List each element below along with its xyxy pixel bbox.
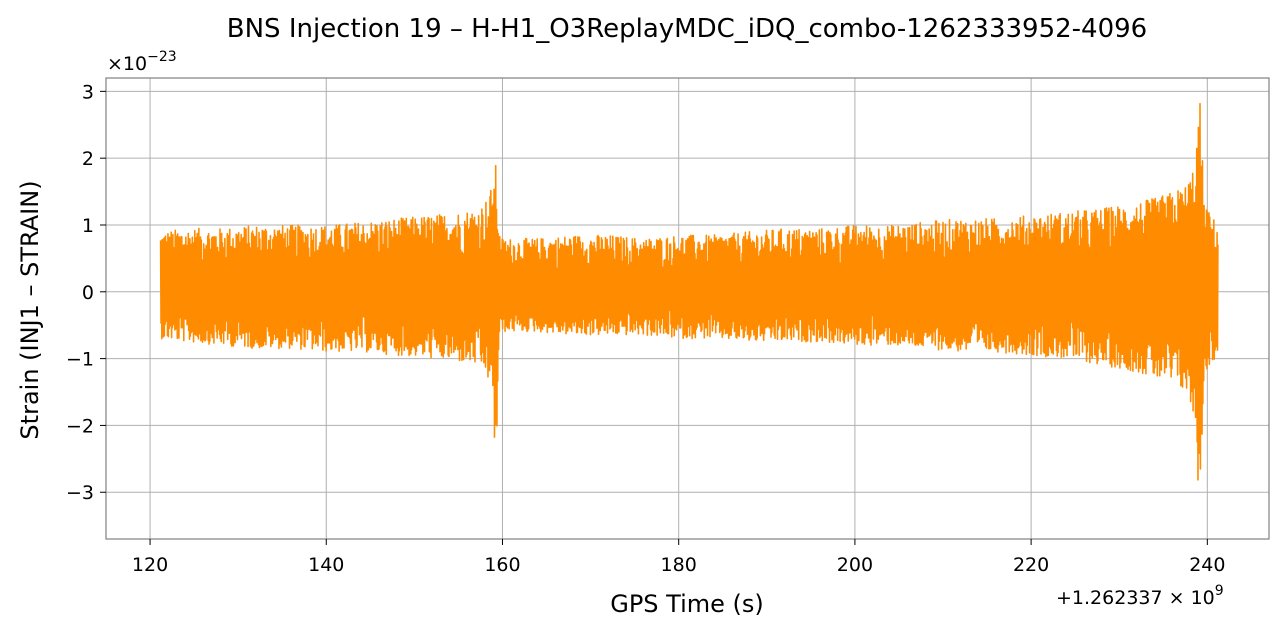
x-offset-label-base: +1.262337 × 10: [1056, 587, 1215, 609]
y-axis-title: Strain (INJ1 – STRAIN): [16, 180, 44, 439]
x-offset-label-exp: 9: [1215, 583, 1224, 599]
y-scale-label-exp: −23: [147, 49, 177, 65]
x-tick-label: 140: [308, 554, 344, 576]
y-scale-label-base: ×10: [107, 53, 147, 75]
y-tick-label: −2: [66, 415, 94, 437]
y-tick-label: −1: [66, 349, 94, 371]
x-tick-label: 200: [837, 554, 873, 576]
axis-ticks: 120 140 160 180 200 220 240 −3 −2 −1 0 1 2 3: [66, 81, 1225, 576]
y-tick-label: 1: [82, 215, 94, 237]
x-tick-label: 240: [1189, 554, 1225, 576]
y-tick-label: 0: [82, 282, 94, 304]
x-tick-label: 120: [132, 554, 168, 576]
data-series: [159, 102, 1219, 481]
x-tick-label: 180: [661, 554, 697, 576]
y-scale-label: ×10−23: [107, 49, 177, 75]
x-tick-label: 160: [484, 554, 520, 576]
x-offset-label: +1.262337 × 109: [1056, 583, 1224, 609]
y-tick-label: 2: [82, 148, 94, 170]
chart-title: BNS Injection 19 – H-H1_O3ReplayMDC_iDQ_…: [227, 14, 1147, 44]
x-axis-title: GPS Time (s): [610, 590, 764, 618]
y-tick-label: 3: [82, 81, 94, 103]
strain-series-line: [159, 102, 1219, 481]
y-tick-label: −3: [66, 482, 94, 504]
plot-frame: [105, 77, 1270, 540]
x-tick-label: 220: [1013, 554, 1049, 576]
